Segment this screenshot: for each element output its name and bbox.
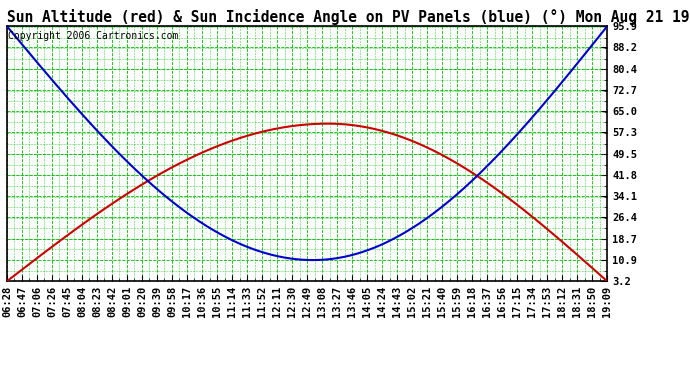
Text: Sun Altitude (red) & Sun Incidence Angle on PV Panels (blue) (°) Mon Aug 21 19:1: Sun Altitude (red) & Sun Incidence Angle… xyxy=(7,9,690,25)
Text: Copyright 2006 Cartronics.com: Copyright 2006 Cartronics.com xyxy=(8,32,179,41)
